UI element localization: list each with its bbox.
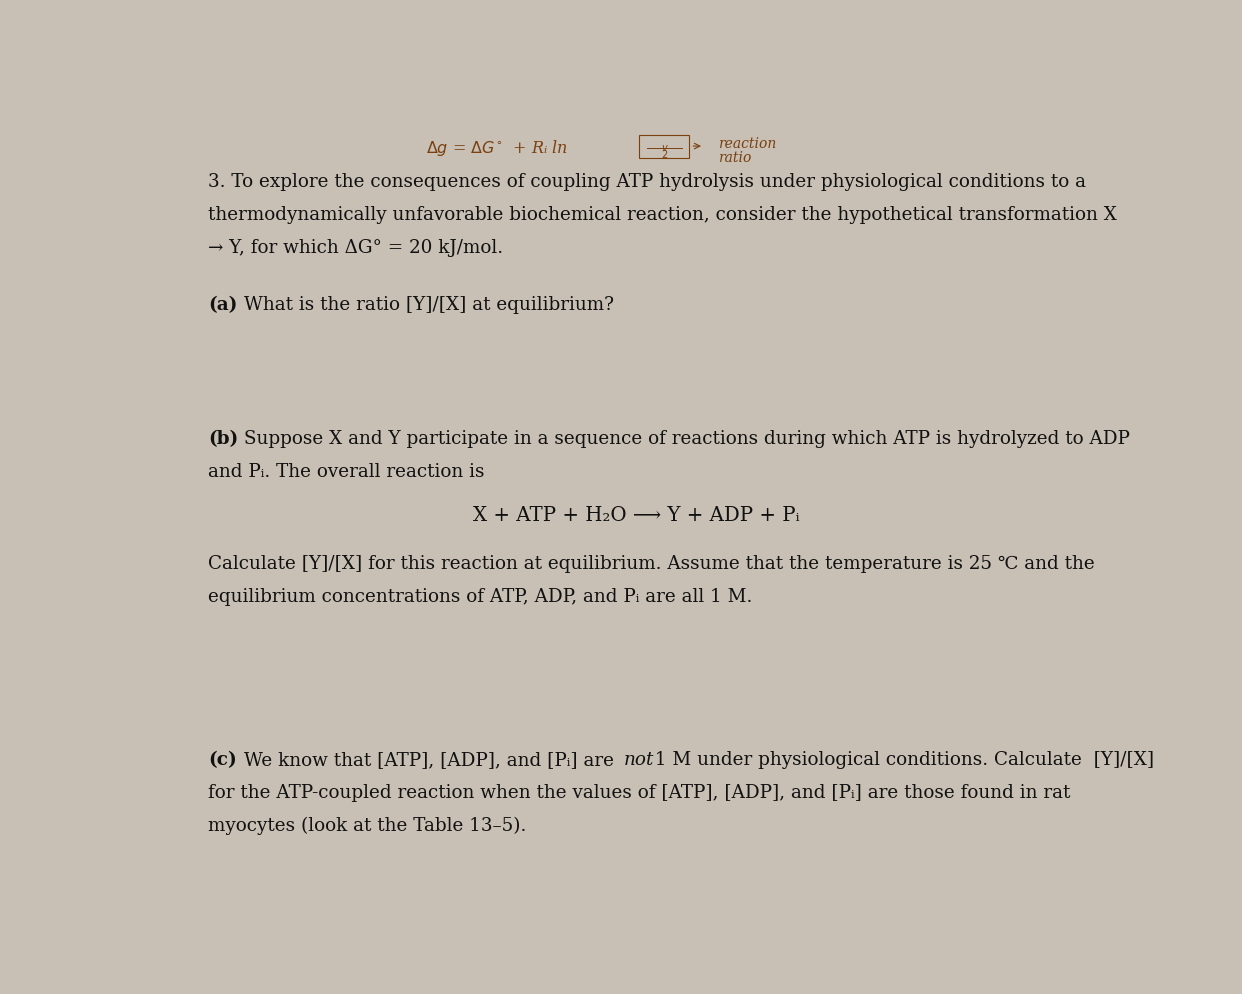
Text: equilibrium concentrations of ATP, ADP, and Pᵢ are all 1 M.: equilibrium concentrations of ATP, ADP, … <box>209 588 753 606</box>
Text: ratio: ratio <box>718 151 751 165</box>
Text: not: not <box>623 750 655 768</box>
Text: → Y, for which ΔG° = 20 kJ/mol.: → Y, for which ΔG° = 20 kJ/mol. <box>209 239 503 256</box>
Text: and Pᵢ. The overall reaction is: and Pᵢ. The overall reaction is <box>209 463 484 481</box>
Text: (c): (c) <box>209 750 237 768</box>
Text: Suppose X and Y participate in a sequence of reactions during which ATP is hydro: Suppose X and Y participate in a sequenc… <box>243 430 1130 448</box>
Text: 1 M under physiological conditions. Calculate  [Y]/[X]: 1 M under physiological conditions. Calc… <box>650 750 1154 768</box>
Text: for the ATP-coupled reaction when the values of [ATP], [ADP], and [Pᵢ] are those: for the ATP-coupled reaction when the va… <box>209 783 1071 801</box>
Text: reaction: reaction <box>718 137 776 151</box>
Text: What is the ratio [Y]/[X] at equilibrium?: What is the ratio [Y]/[X] at equilibrium… <box>243 296 614 314</box>
Text: $\Delta g$ = $\Delta G^{\circ}$  + Rᵢ ln: $\Delta g$ = $\Delta G^{\circ}$ + Rᵢ ln <box>426 138 568 158</box>
Text: 2: 2 <box>661 150 667 160</box>
Text: X + ATP + H₂O ⟶ Y + ADP + Pᵢ: X + ATP + H₂O ⟶ Y + ADP + Pᵢ <box>473 506 800 525</box>
Text: thermodynamically unfavorable biochemical reaction, consider the hypothetical tr: thermodynamically unfavorable biochemica… <box>209 206 1117 224</box>
Text: We know that [ATP], [ADP], and [Pᵢ] are: We know that [ATP], [ADP], and [Pᵢ] are <box>243 750 620 768</box>
Text: myocytes (look at the Table 13–5).: myocytes (look at the Table 13–5). <box>209 816 527 835</box>
Text: 3. To explore the consequences of coupling ATP hydrolysis under physiological co: 3. To explore the consequences of coupli… <box>209 173 1087 191</box>
Text: v: v <box>662 143 667 153</box>
Text: Calculate [Y]/[X] for this reaction at equilibrium. Assume that the temperature : Calculate [Y]/[X] for this reaction at e… <box>209 555 1095 574</box>
Text: (b): (b) <box>209 430 238 448</box>
Text: (a): (a) <box>209 296 237 314</box>
